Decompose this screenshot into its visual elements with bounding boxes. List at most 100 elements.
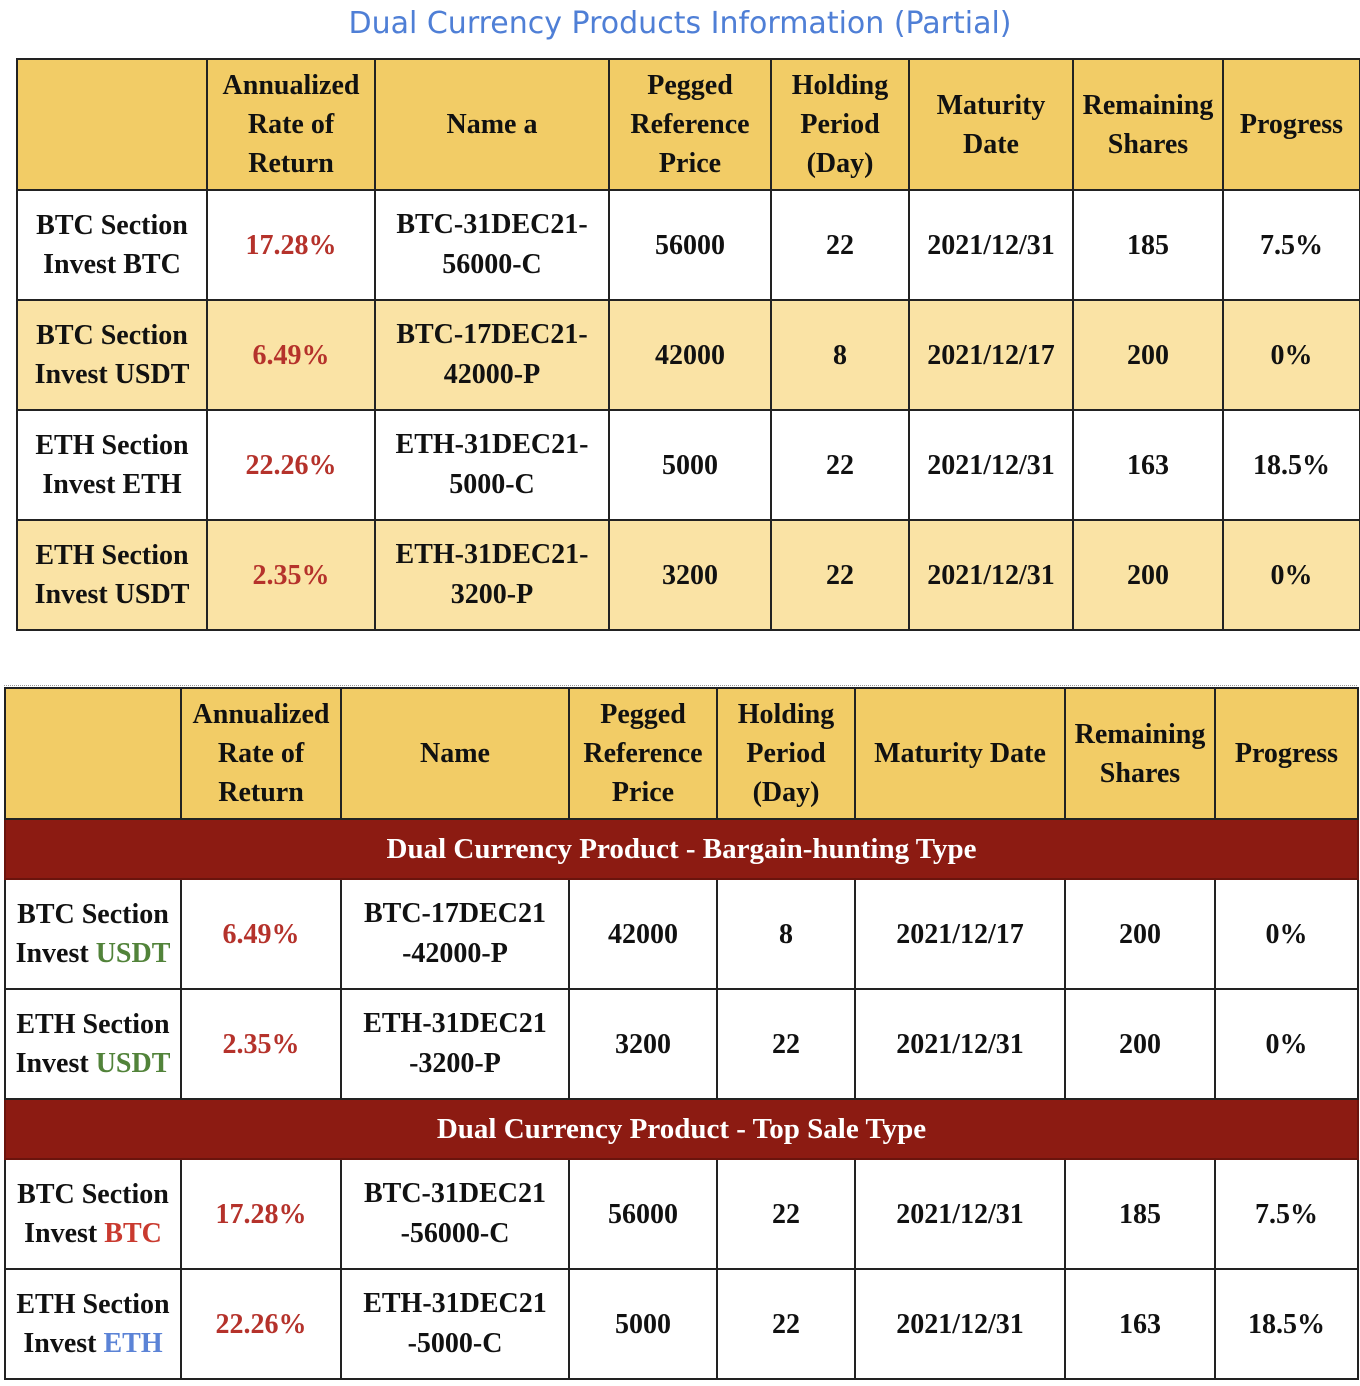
header-rate: Annualized Rate of Return [180,687,342,820]
progress-cell: 18.5% [1214,1268,1359,1380]
group-title-row: Dual Currency Product - Top Sale Type [4,1098,1359,1160]
table-header-row: Annualized Rate of Return Name Pegged Re… [4,687,1359,820]
table-row: ETH Section Invest ETH 22.26% ETH-31DEC21… [16,409,1360,521]
table-row: BTC Section Invest BTC 17.28% BTC-31DEC21… [4,1158,1359,1270]
shares-cell: 163 [1072,409,1224,521]
progress-cell: 7.5% [1222,189,1360,301]
period-cell: 22 [770,519,910,631]
section-cell: ETH Section Invest ETH [16,409,208,521]
header-period: Holding Period (Day) [716,687,856,820]
maturity-cell: 2021/12/31 [854,1268,1066,1380]
header-corner [16,58,208,191]
rate-cell: 22.26% [180,1268,342,1380]
maturity-cell: 2021/12/31 [908,189,1074,301]
price-cell: 3200 [568,988,718,1100]
section-cell: ETH Section Invest USDT [16,519,208,631]
table-row: BTC Section Invest USDT 6.49% BTC-17DEC21… [4,878,1359,990]
rate-cell: 2.35% [180,988,342,1100]
rate-cell: 22.26% [206,409,376,521]
table-row: BTC Section Invest BTC 17.28% BTC-31DEC21… [16,189,1360,301]
section-cell: BTC Section Invest BTC [16,189,208,301]
coin-label: ETH [103,1328,163,1359]
table-row: ETH Section Invest USDT 2.35% ETH-31DEC21… [16,519,1360,631]
price-cell: 3200 [608,519,772,631]
coin-label: USDT [95,938,171,969]
table-row: ETH Section Invest USDT 2.35% ETH-31DEC21… [4,988,1359,1100]
table-row: ETH Section Invest ETH 22.26% ETH-31DEC21… [4,1268,1359,1380]
period-cell: 8 [716,878,856,990]
header-shares: Remaining Shares [1064,687,1216,820]
progress-cell: 0% [1214,988,1359,1100]
period-cell: 22 [716,988,856,1100]
period-cell: 22 [770,409,910,521]
header-maturity: Maturity Date [854,687,1066,820]
header-shares: Remaining Shares [1072,58,1224,191]
period-cell: 22 [770,189,910,301]
group-title-row: Dual Currency Product - Bargain-hunting … [4,818,1359,880]
price-cell: 5000 [568,1268,718,1380]
section-cell: BTC Section Invest USDT [4,878,182,990]
maturity-cell: 2021/12/17 [908,299,1074,411]
period-cell: 22 [716,1268,856,1380]
products-table-grouped: Annualized Rate of Return Name Pegged Re… [4,687,1359,1380]
shares-cell: 200 [1064,988,1216,1100]
product-name-cell: BTC-17DEC21-42000-P [374,299,610,411]
group-title-bargain: Dual Currency Product - Bargain-hunting … [4,818,1359,880]
product-name-cell: BTC-17DEC21-42000-P [340,878,570,990]
progress-cell: 7.5% [1214,1158,1359,1270]
rate-cell: 2.35% [206,519,376,631]
rate-cell: 6.49% [206,299,376,411]
header-name: Name a [374,58,610,191]
maturity-cell: 2021/12/17 [854,878,1066,990]
price-cell: 56000 [568,1158,718,1270]
period-cell: 22 [716,1158,856,1270]
coin-label: USDT [95,1048,171,1079]
product-name-cell: ETH-31DEC21-3200-P [374,519,610,631]
section-cell: BTC Section Invest USDT [16,299,208,411]
header-name: Name [340,687,570,820]
shares-cell: 163 [1064,1268,1216,1380]
maturity-cell: 2021/12/31 [854,988,1066,1100]
table-header-row: Annualized Rate of Return Name a Pegged … [16,58,1360,191]
header-price: Pegged Reference Price [608,58,772,191]
shares-cell: 200 [1072,299,1224,411]
progress-cell: 0% [1222,519,1360,631]
maturity-cell: 2021/12/31 [854,1158,1066,1270]
header-price: Pegged Reference Price [568,687,718,820]
shares-cell: 200 [1072,519,1224,631]
rate-cell: 17.28% [180,1158,342,1270]
period-cell: 8 [770,299,910,411]
maturity-cell: 2021/12/31 [908,519,1074,631]
product-name-cell: ETH-31DEC21-5000-C [374,409,610,521]
product-name-cell: ETH-31DEC21-3200-P [340,988,570,1100]
product-name-cell: BTC-31DEC21-56000-C [374,189,610,301]
group-title-top-sale: Dual Currency Product - Top Sale Type [4,1098,1359,1160]
product-name-cell: BTC-31DEC21-56000-C [340,1158,570,1270]
rate-cell: 6.49% [180,878,342,990]
section-cell: ETH Section Invest USDT [4,988,182,1100]
header-period: Holding Period (Day) [770,58,910,191]
header-corner [4,687,182,820]
progress-cell: 0% [1214,878,1359,990]
shares-cell: 185 [1064,1158,1216,1270]
product-name-cell: ETH-31DEC21-5000-C [340,1268,570,1380]
page-title: Dual Currency Products Information (Part… [348,6,1012,41]
header-maturity: Maturity Date [908,58,1074,191]
divider [4,685,1357,686]
header-progress: Progress [1214,687,1359,820]
price-cell: 42000 [568,878,718,990]
shares-cell: 200 [1064,878,1216,990]
header-progress: Progress [1222,58,1360,191]
price-cell: 5000 [608,409,772,521]
section-cell: ETH Section Invest ETH [4,1268,182,1380]
progress-cell: 0% [1222,299,1360,411]
section-cell: BTC Section Invest BTC [4,1158,182,1270]
header-rate: Annualized Rate of Return [206,58,376,191]
price-cell: 42000 [608,299,772,411]
price-cell: 56000 [608,189,772,301]
progress-cell: 18.5% [1222,409,1360,521]
products-table-partial: Annualized Rate of Return Name a Pegged … [16,58,1360,631]
coin-label: BTC [104,1218,162,1249]
maturity-cell: 2021/12/31 [908,409,1074,521]
rate-cell: 17.28% [206,189,376,301]
